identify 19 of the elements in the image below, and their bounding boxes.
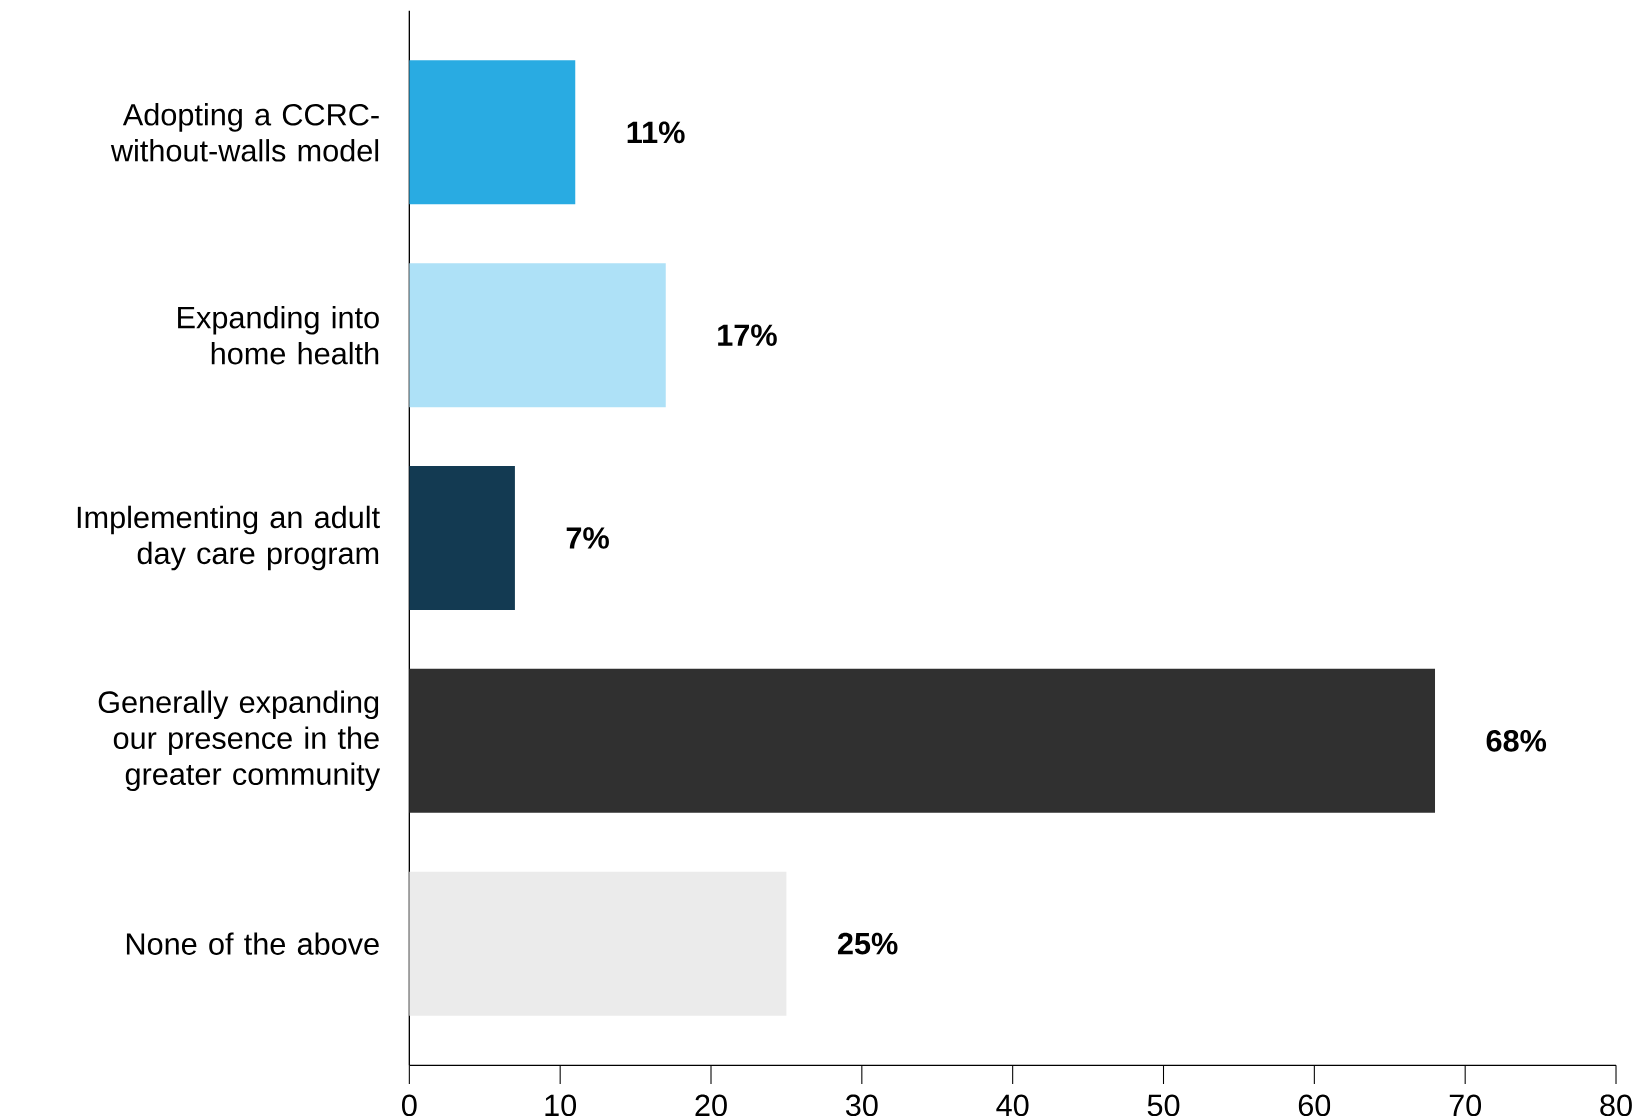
y-tick-label: Implementing an adult day care program — [77, 505, 380, 571]
x-tick-label: 50 — [1147, 1094, 1180, 1116]
x-tick-label: 40 — [996, 1094, 1029, 1116]
y-tick-label: Expanding into home health — [178, 305, 379, 365]
data-label: 11% — [627, 121, 685, 144]
x-tick-label: 10 — [545, 1094, 577, 1116]
x-tick-label: 70 — [1449, 1094, 1482, 1116]
x-tick-label: 80 — [1600, 1094, 1632, 1116]
y-tick-label: Generally expanding our presence in the greater community — [98, 690, 381, 792]
y-tick-label: Adopting a CCRC-without-walls model — [110, 103, 379, 162]
x-tick-label: 20 — [695, 1094, 727, 1116]
data-label: 17% — [718, 324, 777, 346]
data-label: 68% — [1486, 729, 1547, 752]
data-label: 25% — [837, 932, 898, 955]
x-tick-label: 0 — [402, 1094, 417, 1116]
data-label: 7% — [566, 527, 609, 549]
x-tick-label: 30 — [845, 1094, 878, 1116]
y-tick-label: None of the above — [126, 932, 379, 955]
x-tick-label: 60 — [1298, 1094, 1331, 1116]
